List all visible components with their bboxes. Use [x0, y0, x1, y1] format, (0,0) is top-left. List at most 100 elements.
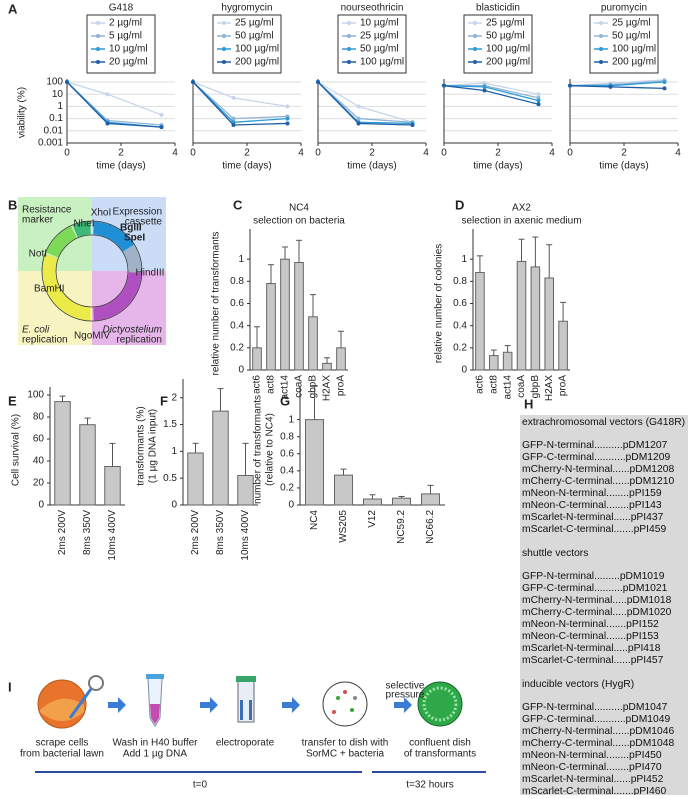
x-axis-label: time (days) [599, 161, 648, 172]
y-axis-label: relative number of transformants [211, 232, 222, 376]
cassette-arc [92, 221, 134, 252]
x-tick-label: WS205 [338, 510, 349, 543]
y-axis-label: relative number of colonies [434, 244, 445, 364]
x-axis-label: time (days) [347, 161, 396, 172]
bar [322, 362, 332, 371]
arrow [282, 697, 300, 713]
panel-letter: C [233, 197, 243, 212]
site-label: NheI [73, 219, 94, 230]
data-point [482, 88, 487, 93]
site-label: NotI [29, 249, 47, 260]
tube-liquid [150, 704, 160, 724]
y-tick-label: 1.5 [163, 419, 177, 430]
x-tick-label: proA [558, 375, 569, 396]
y-tick-label: 40 [33, 456, 45, 467]
x-tick-label: coaA [294, 375, 305, 398]
x-tick-label: 2ms 200V [190, 510, 201, 555]
legend-marker [599, 47, 603, 51]
cassette-arc [122, 244, 142, 273]
legend-marker [222, 47, 226, 51]
vector-entry: mNeon-C-terminal........pPI470 [522, 762, 662, 773]
legend-marker [347, 60, 351, 64]
y-tick-label: 0.6 [230, 298, 244, 309]
legend-label: 10 µg/ml [109, 44, 148, 55]
legend-label: 200 µg/ml [486, 57, 530, 68]
step-label: electroporate [216, 738, 275, 749]
x-tick-label: act8 [266, 375, 277, 394]
x-tick-label: act6 [475, 375, 486, 394]
legend-marker [96, 47, 100, 51]
x-tick-label: 2 [118, 148, 124, 159]
y-axis-label: (1 µg DNA input) [148, 409, 159, 483]
data-point [568, 83, 572, 88]
ori-arc [42, 254, 92, 321]
vector-entry: mCherry-C-terminal.....pDM1020 [522, 607, 672, 618]
chart-subtitle: selection on bacteria [253, 216, 345, 227]
vector-entry: mScarlet-C-terminal......pPI457 [522, 655, 664, 666]
legend-marker [599, 34, 603, 38]
series-line [66, 81, 162, 128]
chart-title: NC4 [289, 203, 309, 214]
x-tick-label: act14 [280, 375, 291, 400]
x-tick-label: 8ms 350V [82, 510, 93, 555]
colony [350, 708, 354, 712]
chart-title: puromycin [601, 3, 647, 14]
chart-title: G418 [109, 3, 134, 14]
y-tick-label: 1 [171, 446, 177, 457]
y-axis-label: (relative to NC4) [265, 413, 276, 486]
y-tick-label: 1 [288, 414, 294, 425]
vector-entry: mCherry-C-terminal......pDM1048 [522, 738, 675, 749]
legend-marker [222, 21, 226, 25]
dish-icon [322, 681, 368, 727]
quadrant-label: E. coli [22, 325, 50, 336]
bar [544, 277, 555, 371]
legend-label: 2 µg/ml [109, 18, 142, 29]
series-line [66, 81, 162, 116]
x-tick-label: 0 [190, 148, 196, 159]
vector-entry: GFP-C-terminal..........pDM1021 [522, 583, 668, 594]
vector-entry: mNeon-C-terminal.......pPI153 [522, 631, 659, 642]
electrode [240, 700, 243, 720]
series-line [317, 81, 413, 123]
data-point [231, 122, 236, 127]
legend-label: 20 µg/ml [109, 57, 148, 68]
data-point [105, 92, 110, 97]
x-tick-label: 2 [621, 148, 627, 159]
legend-marker [347, 34, 351, 38]
y-tick-label: 0.1 [49, 113, 63, 124]
bar [252, 347, 262, 371]
site-label: BglII [120, 223, 142, 234]
bar [308, 316, 318, 371]
x-axis-label: time (days) [96, 161, 145, 172]
arrow [394, 697, 412, 713]
series-line [66, 81, 162, 128]
data-point [356, 104, 361, 109]
time-label: t=0 [193, 780, 208, 791]
step-label: Add 1 µg DNA [123, 749, 187, 760]
chart-subtitle: selection in axenic medium [461, 216, 581, 227]
x-tick-label: H2AX [544, 375, 555, 401]
bar [421, 493, 440, 506]
bar [266, 283, 276, 371]
y-tick-label: 10 [52, 89, 64, 100]
x-tick-label: NC59.2 [396, 510, 407, 544]
legend-label: 200 µg/ml [612, 57, 656, 68]
legend-label: 10 µg/ml [360, 18, 399, 29]
legend-marker [473, 47, 477, 51]
y-tick-label: 0.6 [453, 298, 467, 309]
arrow [200, 697, 218, 713]
y-tick-label: 0.4 [230, 320, 244, 331]
legend-label: 100 µg/ml [612, 44, 656, 55]
step-label: Wash in H40 buffer [112, 738, 198, 749]
legend-label: 50 µg/ml [360, 44, 399, 55]
x-tick-label: act14 [502, 375, 513, 400]
series-line [317, 81, 413, 123]
panel-letter: E [8, 393, 17, 408]
colony [343, 690, 347, 694]
vector-list: extrachromosomal vectors (G418R) GFP-N-te… [520, 415, 688, 795]
step-label: confluent dish [409, 738, 471, 749]
x-tick-label: 4 [172, 148, 178, 159]
y-tick-label: 0.5 [163, 473, 177, 484]
y-tick-label: 100 [46, 77, 63, 88]
data-point [410, 122, 415, 127]
